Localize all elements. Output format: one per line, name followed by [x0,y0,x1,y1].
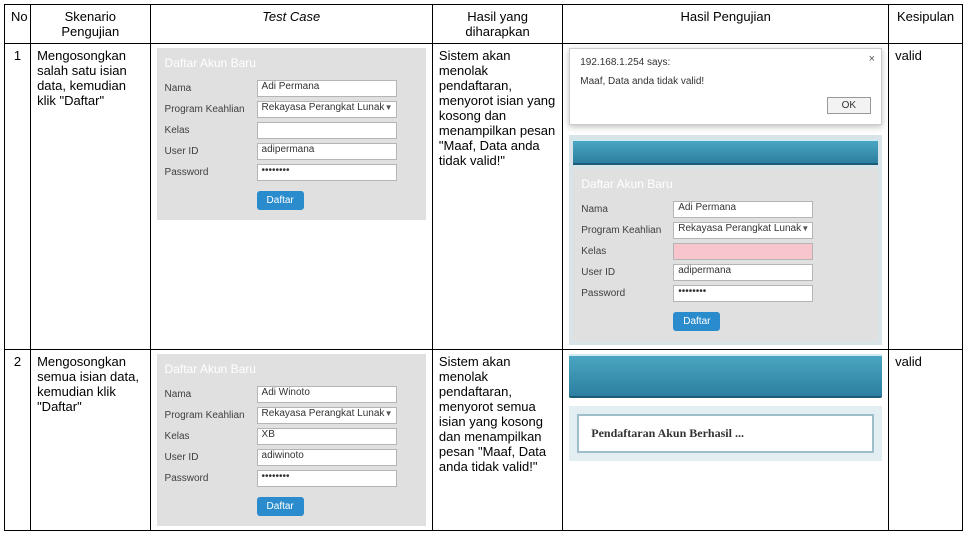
form-daftar: Daftar Akun Baru NamaAdi Permana Program… [157,48,426,220]
inp-kelas[interactable] [257,122,397,139]
cell-kesimpulan: valid [889,44,963,350]
header-strip [573,139,878,165]
form-title: Daftar Akun Baru [165,360,418,382]
cell-testcase: Daftar Akun Baru NamaAdi Winoto Program … [150,350,432,531]
lbl-kelas: Kelas [581,246,673,257]
btn-daftar[interactable]: Daftar [257,191,304,210]
btn-daftar[interactable]: Daftar [257,497,304,516]
lbl-nama: Nama [165,389,257,400]
lbl-kelas: Kelas [165,125,257,136]
cell-hasil-pengujian: Pendaftaran Akun Berhasil ... [563,350,889,531]
lbl-prog: Program Keahlian [165,410,257,421]
inp-uid[interactable]: adipermana [673,264,813,281]
lbl-kelas: Kelas [165,431,257,442]
lbl-nama: Nama [165,83,257,94]
lbl-uid: User ID [165,452,257,463]
cell-testcase: Daftar Akun Baru NamaAdi Permana Program… [150,44,432,350]
lbl-prog: Program Keahlian [165,104,257,115]
lbl-nama: Nama [581,204,673,215]
inp-pwd[interactable]: •••••••• [257,470,397,487]
cell-skenario: Mengosongkan salah satu isian data, kemu… [31,44,150,350]
sel-prog[interactable]: Rekayasa Perangkat Lunak [257,407,397,424]
test-table: No Skenario Pengujian Test Case Hasil ya… [4,4,963,531]
btn-daftar[interactable]: Daftar [673,312,720,331]
sel-prog[interactable]: Rekayasa Perangkat Lunak [673,222,813,239]
table-row: 2 Mengosongkan semua isian data, kemudia… [5,350,963,531]
alert-title: 192.168.1.254 says: [580,57,871,68]
table-row: 1 Mengosongkan salah satu isian data, ke… [5,44,963,350]
inp-nama[interactable]: Adi Permana [673,201,813,218]
inp-nama[interactable]: Adi Winoto [257,386,397,403]
success-message: Pendaftaran Akun Berhasil ... [577,414,874,453]
hdr-hasil-pengujian: Hasil Pengujian [563,5,889,44]
inp-kelas-invalid[interactable] [673,243,813,260]
inp-nama[interactable]: Adi Permana [257,80,397,97]
header-strip [569,354,882,398]
lbl-pwd: Password [165,167,257,178]
form-daftar-result: Daftar Akun Baru NamaAdi Permana Program… [573,169,878,341]
lbl-prog: Program Keahlian [581,225,673,236]
cell-skenario: Mengosongkan semua isian data, kemudian … [31,350,150,531]
lbl-pwd: Password [581,288,673,299]
cell-hasil-pengujian: × 192.168.1.254 says: Maaf, Data anda ti… [563,44,889,350]
cell-no: 2 [5,350,31,531]
cell-hasil-diharapkan: Sistem akan menolak pendaftaran, menyoro… [432,350,562,531]
alert-dialog: × 192.168.1.254 says: Maaf, Data anda ti… [569,48,882,125]
cell-kesimpulan: valid [889,350,963,531]
hdr-kesimpulan: Kesipulan [889,5,963,44]
form-title: Daftar Akun Baru [165,54,418,76]
inp-pwd[interactable]: •••••••• [673,285,813,302]
hdr-no: No [5,5,31,44]
lbl-pwd: Password [165,473,257,484]
form-daftar: Daftar Akun Baru NamaAdi Winoto Program … [157,354,426,526]
cell-no: 1 [5,44,31,350]
hdr-hasil-diharapkan: Hasil yang diharapkan [432,5,562,44]
alert-msg: Maaf, Data anda tidak valid! [580,76,871,87]
inp-uid[interactable]: adipermana [257,143,397,160]
inp-uid[interactable]: adiwinoto [257,449,397,466]
form-title: Daftar Akun Baru [581,175,870,197]
inp-kelas[interactable]: XB [257,428,397,445]
ok-button[interactable]: OK [827,97,871,114]
cell-hasil-diharapkan: Sistem akan menolak pendaftaran, menyoro… [432,44,562,350]
inp-pwd[interactable]: •••••••• [257,164,397,181]
hdr-testcase: Test Case [150,5,432,44]
sel-prog[interactable]: Rekayasa Perangkat Lunak [257,101,397,118]
close-icon[interactable]: × [869,53,875,65]
hdr-skenario: Skenario Pengujian [31,5,150,44]
lbl-uid: User ID [581,267,673,278]
success-area: Pendaftaran Akun Berhasil ... [569,406,882,461]
lbl-uid: User ID [165,146,257,157]
